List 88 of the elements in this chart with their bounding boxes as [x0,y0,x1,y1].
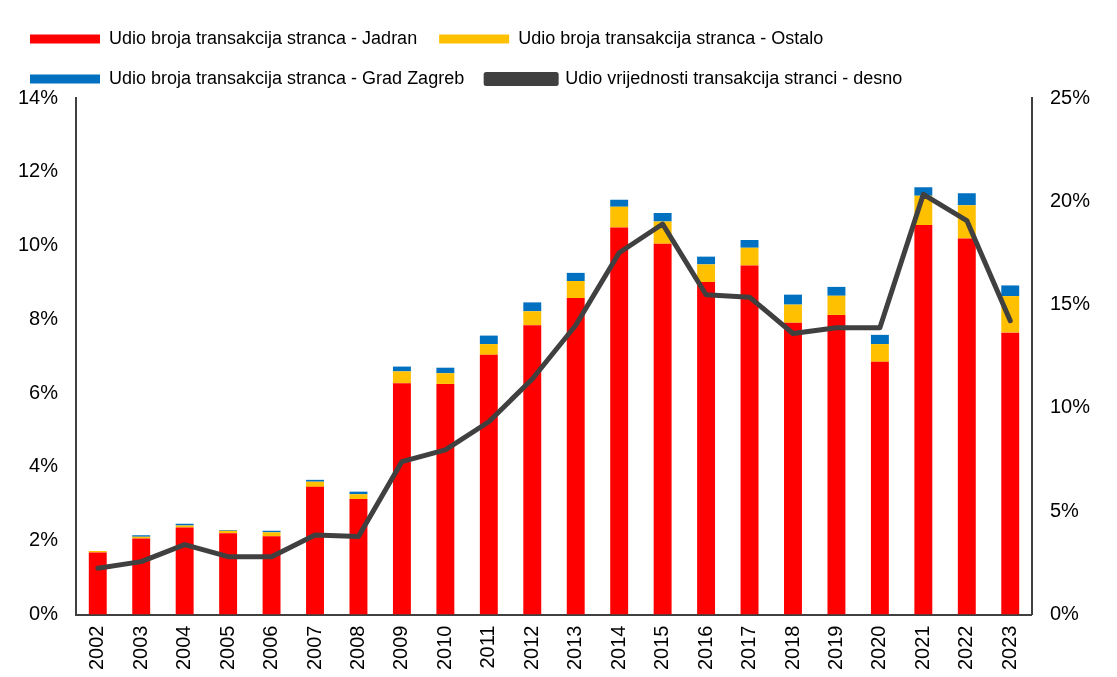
x-tick-label: 2011 [476,625,499,669]
bar [566,280,585,298]
y2-tick-label: 0% [1049,602,1080,625]
x-tick-label: 2002 [85,625,108,671]
bar [566,297,585,615]
bar [610,206,629,228]
legend-label: Udio broja transakcija stranca - Grad Zagreb [109,67,465,88]
bar [306,486,324,615]
x-tick-label: 2003 [128,625,151,671]
bar [132,538,151,615]
x-tick-label: 2018 [780,625,803,671]
x-tick-label: 2005 [215,625,238,671]
bar [957,238,976,615]
bar [784,304,802,323]
bar [697,264,716,283]
legend-label: Udio broja transakcija stranca - Ostalo [518,27,824,48]
bar [262,532,281,537]
bar [653,243,672,615]
bar [784,322,802,615]
y2-tick-label: 15% [1049,292,1091,315]
bar [610,199,629,207]
bar [697,256,716,265]
bar [740,247,759,266]
x-tick-label: 2013 [563,625,586,671]
bar [479,344,498,355]
bar [870,361,889,615]
bar [88,552,107,615]
bar [653,213,672,222]
x-tick-label: 2023 [997,625,1020,671]
bar [392,383,411,615]
y-tick-label: 0% [29,602,59,625]
y2-tick-label: 5% [1049,498,1080,521]
bar [479,335,498,345]
x-tick-label: 2009 [389,625,412,671]
y2-tick-label: 10% [1049,395,1091,418]
bar [523,311,542,326]
x-tick-label: 2021 [910,625,933,671]
y-tick-label: 8% [29,306,59,329]
bar [784,294,802,305]
x-tick-label: 2017 [737,625,760,671]
x-tick-label: 2014 [606,625,629,671]
bar [219,533,238,615]
bar [827,314,846,615]
bar [349,494,368,500]
bar [523,325,542,615]
x-tick-label: 2004 [172,625,195,671]
bar [566,272,585,281]
bar [957,193,976,206]
x-tick-label: 2008 [345,625,368,671]
bar [306,481,324,487]
y2-tick-label: 25% [1049,85,1091,108]
x-tick-label: 2007 [302,625,325,671]
bar [523,302,542,312]
x-tick-label: 2022 [954,625,977,671]
y-tick-label: 10% [18,233,59,256]
y-tick-label: 6% [29,380,59,403]
bar [740,265,759,615]
x-tick-label: 2015 [650,625,673,671]
x-tick-label: 2010 [432,625,455,671]
bar [740,240,759,248]
bar [610,227,629,615]
bar [827,295,846,315]
x-tick-label: 2012 [519,625,542,671]
bar [436,373,455,384]
bar [436,367,455,374]
y-tick-label: 4% [29,454,59,477]
bar [697,282,716,615]
bar [870,344,889,362]
y-tick-label: 2% [29,528,59,551]
bar [175,527,194,615]
y-tick-label: 14% [18,85,59,108]
bar [827,286,846,296]
y2-tick-label: 20% [1049,188,1091,211]
x-tick-label: 2016 [693,625,716,671]
bar [870,334,889,345]
bar [436,383,455,615]
bar [479,354,498,615]
legend-label: Udio broja transakcija stranca - Jadran [109,27,418,48]
bar [1001,285,1020,297]
bar [1001,332,1020,615]
y-tick-label: 12% [18,159,59,182]
bar [392,371,411,384]
x-tick-label: 2006 [259,625,282,671]
x-tick-label: 2019 [823,625,846,671]
bar [262,536,281,615]
bar [914,224,933,615]
legend-label: Udio vrijednosti transakcija stranci - desno [565,67,903,88]
x-tick-label: 2020 [867,625,890,671]
